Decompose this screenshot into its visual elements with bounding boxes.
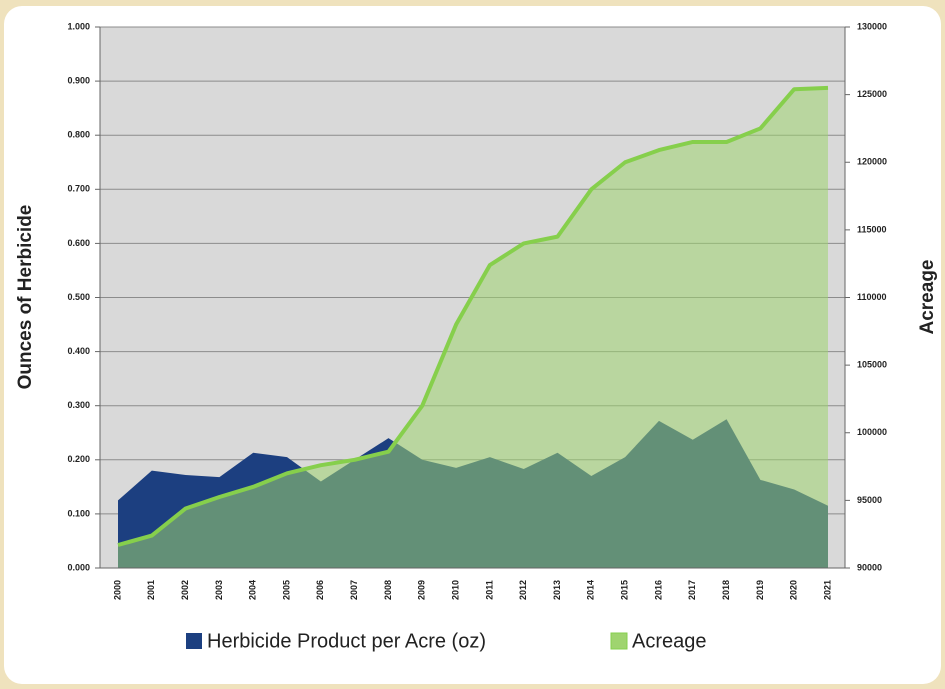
area-line <box>117 85 829 547</box>
x-tick-label: 2014 <box>586 580 596 600</box>
y2-tick-label: 90000 <box>857 562 882 572</box>
x-tick-label: 2004 <box>248 580 258 600</box>
y-axis-title: Ounces of Herbicide <box>15 205 36 390</box>
y2-axis-title: Acreage <box>917 260 938 335</box>
x-tick-label: 2001 <box>146 580 156 600</box>
x-tick-label: 2008 <box>383 580 393 600</box>
y2-tick-label: 100000 <box>857 427 887 437</box>
x-tick-label: 2020 <box>789 580 799 600</box>
x-tick-label: 2018 <box>721 580 731 600</box>
y2-tick-label: 110000 <box>857 292 887 302</box>
x-tick-label: 2010 <box>450 580 460 600</box>
x-tick-label: 2021 <box>822 580 832 600</box>
legend-label: Acreage <box>632 630 707 652</box>
y2-tick-label: 105000 <box>857 360 887 370</box>
x-tick-label: 2015 <box>620 580 630 600</box>
x-tick-label: 2017 <box>687 580 697 600</box>
legend-swatch <box>610 632 628 650</box>
y2-tick-label: 130000 <box>857 21 887 31</box>
x-tick-label: 2013 <box>552 580 562 600</box>
y-tick-label: 1.000 <box>67 21 90 31</box>
x-tick-label: 2005 <box>281 580 291 600</box>
y2-tick-label: 125000 <box>857 89 887 99</box>
y2-tick-label: 115000 <box>857 224 887 234</box>
x-tick-label: 2019 <box>755 580 765 600</box>
y-tick-label: 0.800 <box>67 130 90 140</box>
x-tick-label: 2007 <box>349 580 359 600</box>
x-tick-label: 2016 <box>653 580 663 600</box>
legend-swatch <box>186 633 202 649</box>
y-tick-label: 0.400 <box>67 346 90 356</box>
y-tick-label: 0.700 <box>67 184 90 194</box>
y-tick-label: 0.000 <box>67 562 90 572</box>
y-tick-label: 0.900 <box>67 75 90 85</box>
y-tick-label: 0.100 <box>67 508 90 518</box>
x-tick-label: 2012 <box>518 580 528 600</box>
x-tick-label: 2011 <box>484 580 494 600</box>
legend-label: Herbicide Product per Acre (oz) <box>207 630 486 652</box>
y2-tick-label: 120000 <box>857 157 887 167</box>
x-tick-label: 2003 <box>214 580 224 600</box>
y-tick-label: 0.600 <box>67 238 90 248</box>
x-tick-label: 2002 <box>180 580 190 600</box>
y-tick-label: 0.200 <box>67 454 90 464</box>
area <box>118 87 828 569</box>
y-tick-label: 0.500 <box>67 292 90 302</box>
x-tick-label: 2009 <box>417 580 427 600</box>
x-tick-label: 2006 <box>315 580 325 600</box>
y2-tick-label: 95000 <box>857 495 882 505</box>
x-tick-label: 2000 <box>112 580 122 600</box>
y-tick-label: 0.300 <box>67 400 90 410</box>
